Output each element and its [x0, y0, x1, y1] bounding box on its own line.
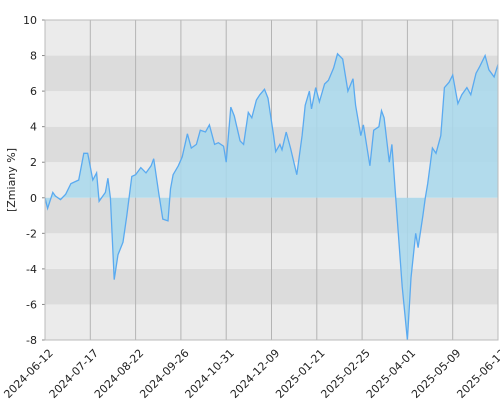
y-tick-label: 2 — [30, 156, 37, 169]
y-tick-label: -6 — [26, 298, 37, 311]
y-axis-label: [Zmiany %] — [5, 148, 18, 212]
y-tick-label: 6 — [30, 85, 37, 98]
y-tick-label: 0 — [30, 192, 37, 205]
line — [44, 52, 499, 341]
y-tick-label: 10 — [23, 14, 37, 27]
y-tick-label: -8 — [26, 334, 37, 347]
y-tick-label: 8 — [30, 50, 37, 63]
y-tick-label: -2 — [26, 227, 37, 240]
y-tick-label: 4 — [30, 121, 37, 134]
y-tick-label: -4 — [26, 263, 37, 276]
plot-frame — [44, 19, 499, 341]
